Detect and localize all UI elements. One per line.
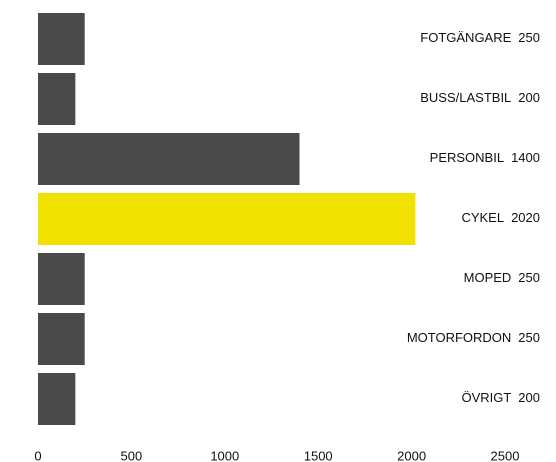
value-label: 250 bbox=[518, 30, 540, 45]
bar-label: ÖVRIGT 200 bbox=[461, 390, 540, 405]
x-tick-label: 2500 bbox=[491, 448, 520, 462]
category-label: FOTGÄNGARE bbox=[420, 30, 511, 45]
category-label: ÖVRIGT bbox=[461, 390, 511, 405]
bar bbox=[38, 13, 85, 65]
category-label: CYKEL bbox=[461, 210, 504, 225]
x-tick-label: 2000 bbox=[397, 448, 426, 462]
bar bbox=[38, 193, 416, 245]
x-tick-label: 1000 bbox=[210, 448, 239, 462]
bar bbox=[38, 313, 85, 365]
bar-label: MOTORFORDON 250 bbox=[407, 330, 540, 345]
value-label: 200 bbox=[518, 90, 540, 105]
bar bbox=[38, 133, 300, 185]
category-label: BUSS/LASTBIL bbox=[420, 90, 511, 105]
bar-label: FOTGÄNGARE 250 bbox=[420, 30, 540, 45]
x-tick-label: 1500 bbox=[304, 448, 333, 462]
bar bbox=[38, 73, 76, 125]
bar-label: PERSONBIL 1400 bbox=[430, 150, 540, 165]
value-label: 200 bbox=[518, 390, 540, 405]
bar bbox=[38, 373, 76, 425]
category-label: PERSONBIL bbox=[430, 150, 504, 165]
value-label: 250 bbox=[518, 330, 540, 345]
category-label: MOPED bbox=[464, 270, 512, 285]
bar-label: CYKEL 2020 bbox=[461, 210, 540, 225]
x-tick-label: 0 bbox=[34, 448, 41, 462]
value-label: 2020 bbox=[511, 210, 540, 225]
category-label: MOTORFORDON bbox=[407, 330, 511, 345]
value-label: 1400 bbox=[511, 150, 540, 165]
bar bbox=[38, 253, 85, 305]
bar-label: MOPED 250 bbox=[464, 270, 540, 285]
bar-label: BUSS/LASTBIL 200 bbox=[420, 90, 540, 105]
value-label: 250 bbox=[518, 270, 540, 285]
x-tick-label: 500 bbox=[121, 448, 143, 462]
